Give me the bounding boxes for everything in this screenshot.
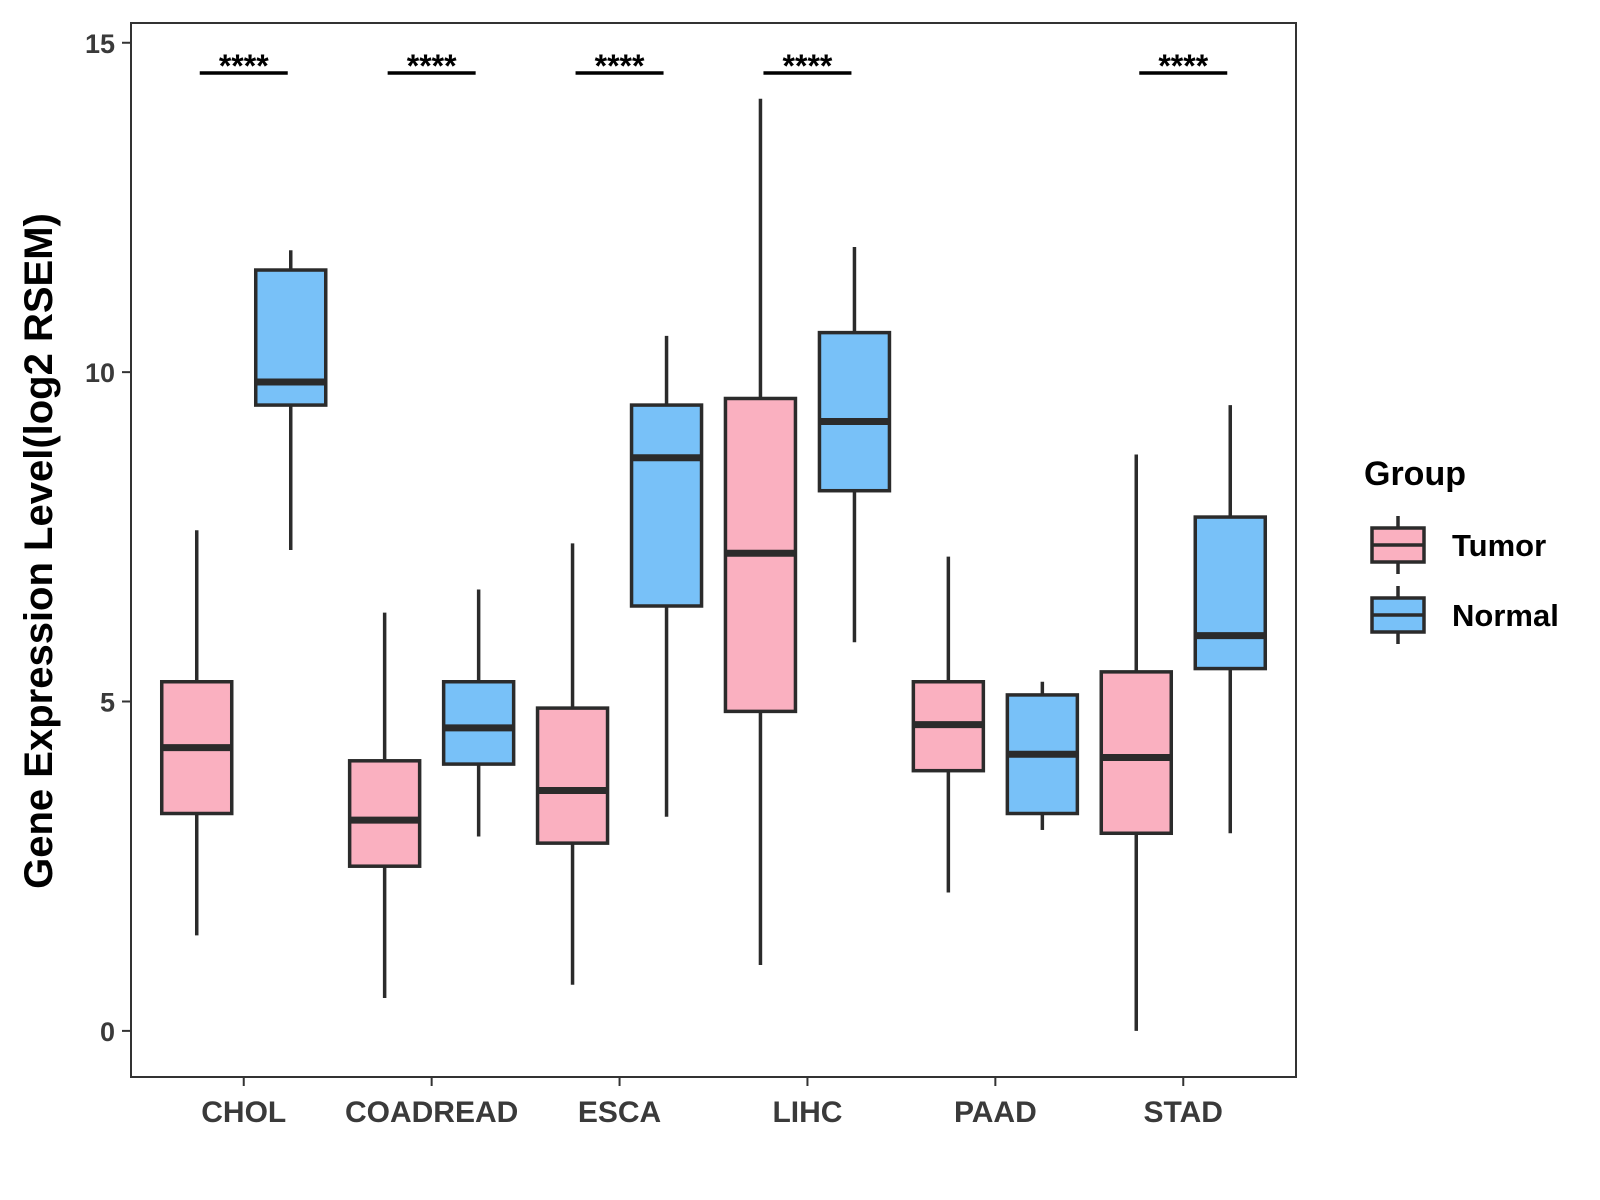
- x-tick-label-coadread: COADREAD: [345, 1096, 518, 1129]
- box-tumor-paad: [911, 556, 986, 893]
- y-tick-label: 5: [100, 688, 115, 718]
- significance-label: ****: [407, 48, 457, 84]
- box-iqr: [535, 706, 610, 845]
- x-tick-label-esca: ESCA: [578, 1096, 661, 1129]
- box-normal-chol: [253, 250, 328, 550]
- box-normal-stad: [1193, 405, 1268, 834]
- box-iqr: [347, 759, 422, 868]
- significance-label: ****: [1158, 48, 1208, 84]
- legend-label: Tumor: [1452, 528, 1546, 563]
- y-tick-label: 15: [85, 29, 115, 59]
- box-normal-coadread: [441, 589, 516, 837]
- box-tumor-chol: [159, 530, 234, 936]
- box-iqr: [629, 403, 704, 608]
- box-tumor-lihc: [723, 98, 798, 966]
- boxes-layer: [159, 98, 1268, 1031]
- legend-entry-normal: Normal: [1370, 586, 1559, 644]
- x-tick-label-paad: PAAD: [954, 1096, 1037, 1129]
- significance-layer: **** **** **** **** ****: [199, 48, 1228, 84]
- plot-panel: [130, 22, 1297, 1078]
- y-axis-title: Gene Expression Level(log2 RSEM): [17, 213, 61, 889]
- box-tumor-esca: [535, 543, 610, 985]
- box-iqr: [1099, 670, 1174, 836]
- x-tick-label-chol: CHOL: [201, 1096, 286, 1129]
- box-iqr: [817, 330, 892, 493]
- box-tumor-coadread: [347, 612, 422, 998]
- legend-entry-tumor: Tumor: [1370, 516, 1546, 574]
- y-axis: 0 5 10 15: [85, 29, 131, 1047]
- legend: Group Tumor Normal: [1364, 455, 1559, 644]
- significance-label: ****: [219, 48, 269, 84]
- box-normal-paad: [1005, 681, 1080, 830]
- box-tumor-stad: [1099, 454, 1174, 1031]
- x-tick-label-lihc: LIHC: [772, 1096, 842, 1129]
- x-tick-label-stad: STAD: [1144, 1096, 1223, 1129]
- y-tick-label: 10: [85, 358, 115, 388]
- significance-label: ****: [783, 48, 833, 84]
- legend-title: Group: [1364, 455, 1466, 493]
- y-tick-label: 0: [100, 1017, 115, 1047]
- box-iqr: [1193, 515, 1268, 671]
- box-iqr: [441, 680, 516, 766]
- x-axis: CHOL COADREAD ESCA LIHC PAAD STAD: [201, 1077, 1223, 1129]
- legend-label: Normal: [1452, 598, 1559, 633]
- box-normal-lihc: [817, 246, 892, 643]
- box-normal-esca: [629, 335, 704, 817]
- significance-label: ****: [595, 48, 645, 84]
